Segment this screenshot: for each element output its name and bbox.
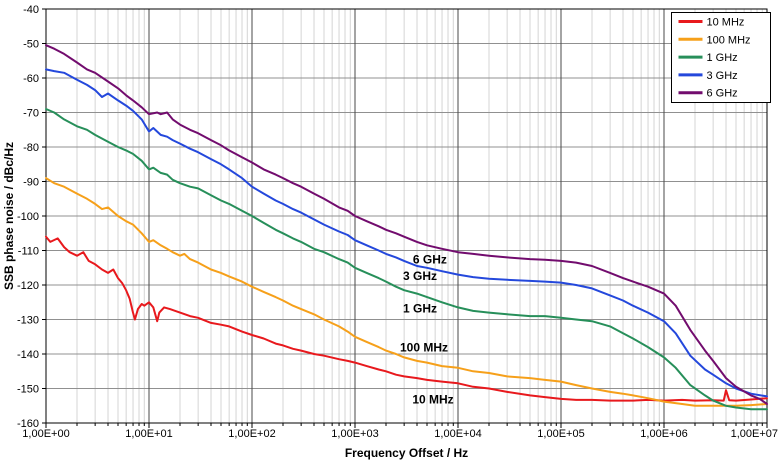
legend-entry-1-ghz: 1 GHz: [678, 52, 738, 64]
x-tick-label: 1,00E+05: [537, 428, 584, 440]
curve-label-10-mhz: 10 MHz: [412, 393, 453, 407]
x-tick-label: 1,00E+01: [125, 428, 172, 440]
curve-label-6-ghz: 6 GHz: [413, 253, 447, 267]
series-line-3-ghz: [45, 68, 768, 398]
series-line-10-mhz: [45, 235, 768, 402]
legend-label-3-ghz: 3 GHz: [707, 70, 738, 82]
major-vertical-gridlines: [148, 9, 665, 423]
major-horizontal-gridlines: [46, 43, 767, 389]
y-tick-label: -160: [17, 418, 39, 430]
curve-label-3-ghz: 3 GHz: [403, 269, 437, 283]
y-tick-label: -50: [23, 39, 39, 51]
y-tick-labels: -40 -50 -60 -70 -80 -90 -100 -110 -120 -130 -140 -1…: [17, 4, 39, 430]
y-tick-label: -130: [17, 315, 39, 327]
curve-label-1-ghz: 1 GHz: [403, 302, 437, 316]
x-tick-label: 1,00E+07: [731, 428, 778, 440]
y-axis-title: SSB phase noise / dBc/Hz: [2, 141, 16, 291]
y-tick-label: -100: [17, 211, 39, 223]
legend: 10 MHz 100 MHz 1 GHz 3 GHz 6 GHz: [671, 12, 771, 103]
y-tick-label: -120: [17, 280, 39, 292]
legend-label-6-ghz: 6 GHz: [707, 88, 738, 100]
y-tick-label: -60: [23, 73, 39, 85]
y-tick-label: -90: [23, 177, 39, 189]
x-tick-label: 1,00E+04: [434, 428, 481, 440]
x-tick-label: 1,00E+06: [640, 428, 687, 440]
legend-entry-10-mhz: 10 MHz: [678, 17, 745, 29]
legend-label-1-ghz: 1 GHz: [707, 52, 738, 64]
legend-entry-100-mhz: 100 MHz: [678, 34, 751, 46]
x-tick-label: 1,00E+00: [22, 428, 69, 440]
curve-label-100-mhz: 100 MHz: [400, 340, 448, 354]
series-lines: [45, 44, 768, 411]
y-tick-label: -140: [17, 349, 39, 361]
x-tick-labels: 1,00E+00 1,00E+01 1,00E+02 1,00E+03 1,00E+04…: [22, 428, 778, 440]
y-tick-label: -110: [18, 246, 39, 258]
y-tick-label: -70: [23, 108, 39, 120]
legend-label-10-mhz: 10 MHz: [707, 17, 745, 29]
series-line-6-ghz: [45, 44, 768, 405]
y-tick-label: -80: [23, 142, 39, 154]
x-axis-title: Frequency Offset / Hz: [344, 446, 469, 460]
y-tick-label: -40: [23, 4, 39, 16]
x-tick-label: 1,00E+03: [331, 428, 378, 440]
curve-labels: 6 GHz 3 GHz 1 GHz 100 MHz 10 MHz: [400, 253, 454, 407]
legend-label-100-mhz: 100 MHz: [707, 34, 751, 46]
legend-entry-3-ghz: 3 GHz: [678, 70, 738, 82]
series-line-100-mhz: [45, 177, 768, 407]
y-tick-label: -150: [17, 384, 39, 396]
x-tick-label: 1,00E+02: [228, 428, 275, 440]
legend-entry-6-ghz: 6 GHz: [678, 88, 738, 100]
series-line-1-ghz: [45, 108, 768, 411]
axis-ticks: [42, 8, 768, 428]
